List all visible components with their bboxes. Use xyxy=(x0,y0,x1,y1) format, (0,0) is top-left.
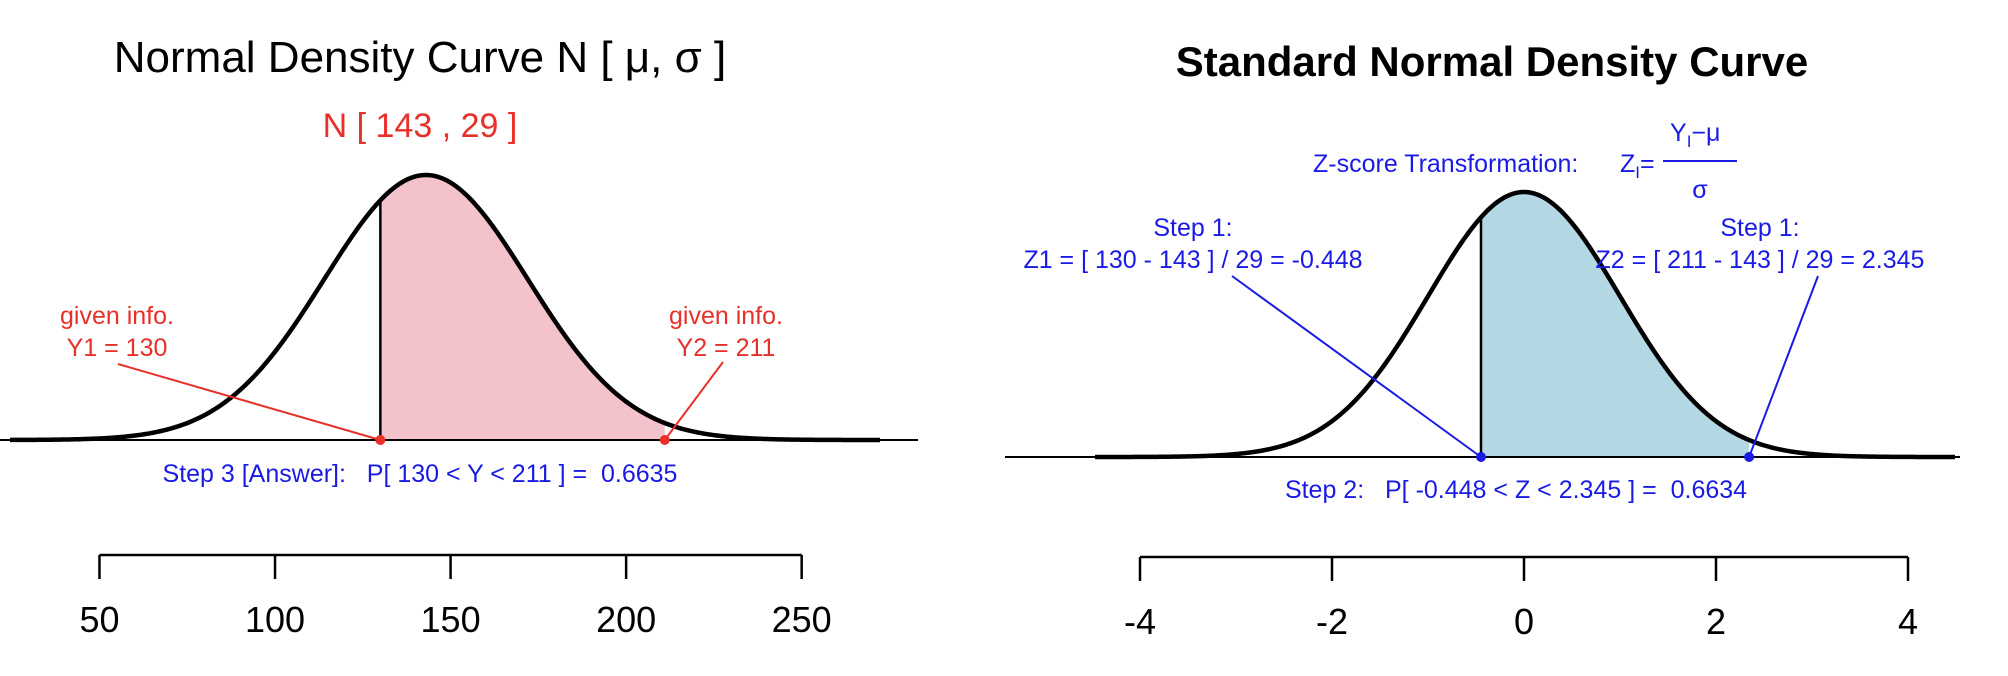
tick-label: 0 xyxy=(1514,601,1534,642)
formula-lhs: ZI= xyxy=(1620,150,1655,182)
left-given-value-1: Y1 = 130 xyxy=(67,334,168,362)
tick-label: 250 xyxy=(772,599,832,640)
tick-label: -4 xyxy=(1124,601,1156,642)
tick-label: 200 xyxy=(596,599,656,640)
step1-left-label: Step 1: xyxy=(1153,214,1232,242)
formula-denominator: σ xyxy=(1692,176,1708,204)
right-density-curve xyxy=(1095,189,1955,460)
z-score-formula: Z-score Transformation: ZI= YI−μ σ xyxy=(1313,119,1737,204)
right-pointer-z1 xyxy=(1231,275,1482,458)
tick-label: 2 xyxy=(1706,601,1726,642)
left-given-value-2: Y2 = 211 xyxy=(677,334,776,362)
step1-left-calc: Z1 = [ 130 - 143 ] / 29 = -0.448 xyxy=(1023,246,1362,274)
right-panel: Standard Normal Density Curve Z-score Tr… xyxy=(1005,38,1960,642)
tick-label: -2 xyxy=(1316,601,1348,642)
tick-label: 150 xyxy=(421,599,481,640)
left-given-label-2: given info. xyxy=(669,302,783,330)
tick-label: 50 xyxy=(79,599,119,640)
right-point-z1 xyxy=(1475,452,1486,462)
left-x-axis: 50 100 150 200 250 xyxy=(79,553,832,640)
left-title: Normal Density Curve N [ μ, σ ] xyxy=(114,33,726,82)
right-point-z2 xyxy=(1744,452,1755,462)
left-point-y1 xyxy=(375,435,386,445)
right-x-axis: -4 -2 0 2 4 xyxy=(1124,555,1918,642)
step1-right-label: Step 1: xyxy=(1720,214,1799,242)
step1-right-calc: Z2 = [ 211 - 143 ] / 29 = 2.345 xyxy=(1596,246,1925,274)
tick-label: 100 xyxy=(245,599,305,640)
tick-label: 4 xyxy=(1898,601,1918,642)
right-pointer-z2 xyxy=(1748,275,1819,458)
step2-text: Step 2: P[ -0.448 < Z < 2.345 ] = 0.6634 xyxy=(1285,476,1747,504)
formula-numerator: YI−μ xyxy=(1670,119,1720,151)
left-pointer-y1 xyxy=(117,363,381,441)
left-density-curve xyxy=(9,172,880,443)
left-point-y2 xyxy=(659,435,670,445)
left-pointer-y2 xyxy=(663,361,724,441)
right-title: Standard Normal Density Curve xyxy=(1176,38,1809,85)
left-panel: Normal Density Curve N [ μ, σ ] N [ 143 … xyxy=(0,33,918,640)
left-answer-text: Step 3 [Answer]: P[ 130 < Y < 211 ] = 0.… xyxy=(163,460,678,488)
left-subtitle: N [ 143 , 29 ] xyxy=(323,107,518,145)
left-given-label-1: given info. xyxy=(60,302,174,330)
formula-label: Z-score Transformation: xyxy=(1313,150,1578,178)
